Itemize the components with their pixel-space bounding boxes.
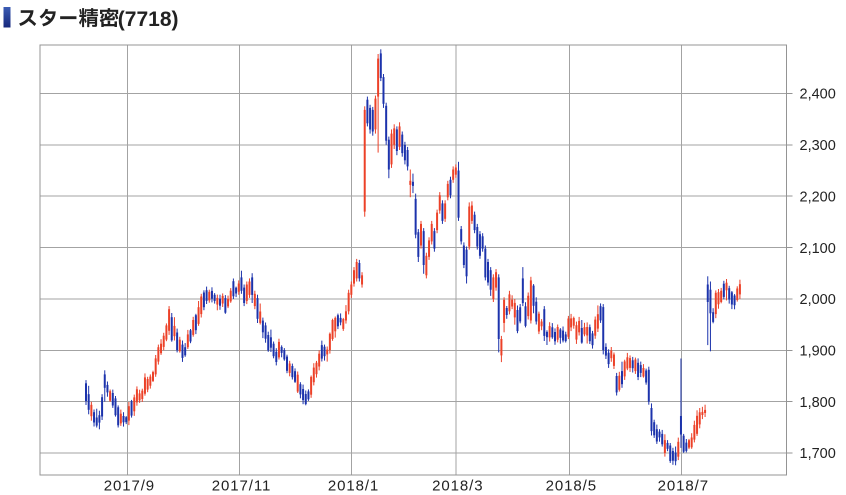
svg-text:2,100: 2,100 <box>800 241 836 257</box>
svg-text:2018/7: 2018/7 <box>658 478 709 495</box>
svg-text:2018/3: 2018/3 <box>432 478 483 495</box>
svg-text:2018/1: 2018/1 <box>328 478 379 495</box>
svg-text:2017/11: 2017/11 <box>212 478 271 495</box>
svg-text:2,400: 2,400 <box>800 87 836 103</box>
svg-text:(7718): (7718) <box>118 8 179 31</box>
svg-text:2,200: 2,200 <box>800 189 836 205</box>
svg-text:2017/9: 2017/9 <box>104 478 155 495</box>
svg-text:2,300: 2,300 <box>800 138 836 154</box>
svg-text:1,800: 1,800 <box>800 395 836 411</box>
svg-text:1,700: 1,700 <box>800 446 836 462</box>
svg-text:2018/5: 2018/5 <box>546 478 597 495</box>
svg-text:2,000: 2,000 <box>800 292 836 308</box>
svg-text:1,900: 1,900 <box>800 344 836 360</box>
